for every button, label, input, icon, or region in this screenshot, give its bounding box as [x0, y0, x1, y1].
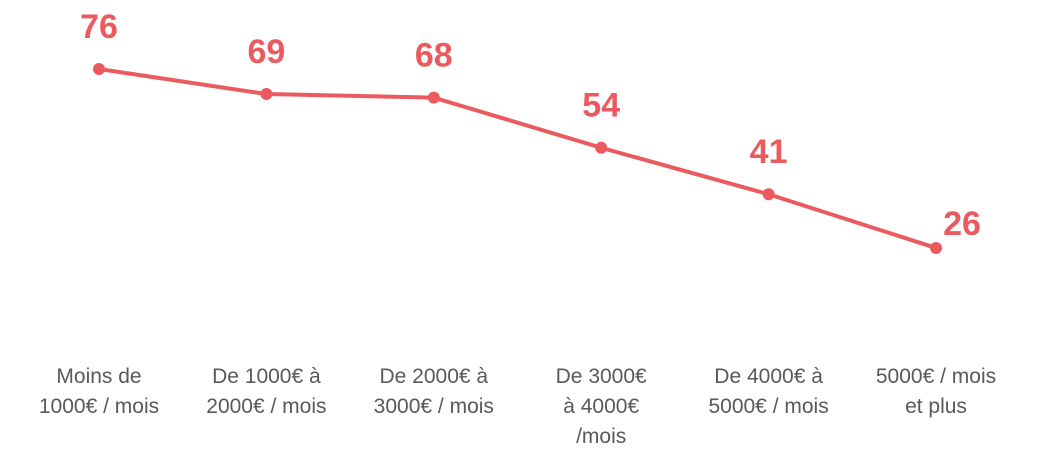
data-label: 26 [943, 205, 981, 243]
data-label: 68 [415, 37, 453, 75]
marker [595, 141, 608, 154]
x-tick-label: De 1000€ à 2000€ / mois [206, 365, 327, 418]
x-tick-label: Moins de 1000€ / mois [38, 365, 160, 418]
data-label: 69 [247, 33, 285, 71]
data-label: 76 [80, 8, 118, 46]
x-tick-label: 5000€ / mois et plus [875, 365, 997, 418]
data-label: 54 [582, 87, 620, 125]
marker [930, 241, 942, 254]
data-label: 41 [750, 133, 788, 171]
x-tick-label: De 2000€ à 3000€ / mois [373, 365, 494, 418]
marker [427, 91, 440, 104]
marker [93, 63, 105, 75]
x-tick-label: De 3000€ à 4000€ /mois [555, 365, 647, 448]
x-tick-label: De 4000€ à 5000€ / mois [708, 365, 829, 418]
marker [260, 88, 273, 101]
marker [762, 188, 775, 201]
line [98, 67, 937, 250]
